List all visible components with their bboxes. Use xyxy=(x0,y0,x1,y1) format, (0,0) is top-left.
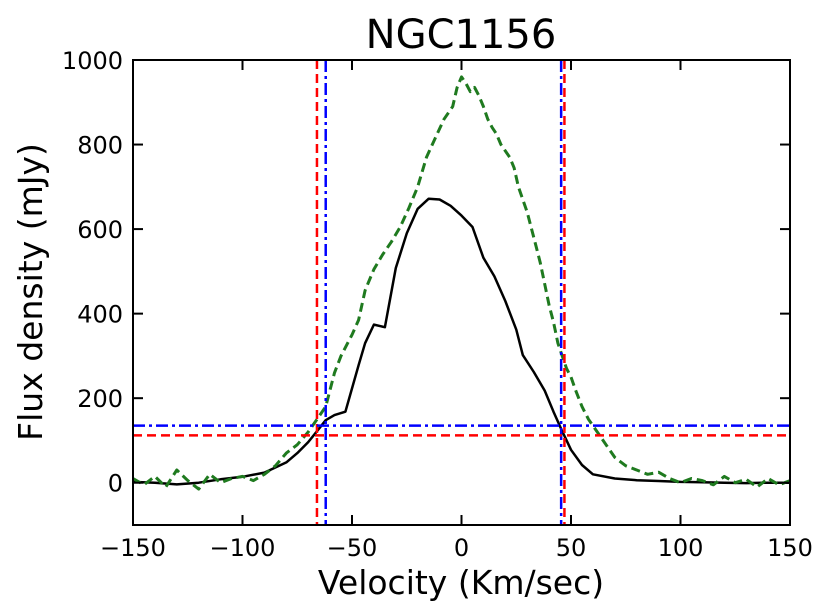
x-tick-label: −150 xyxy=(100,534,166,562)
axis-ticks xyxy=(132,59,791,525)
y-tick-label: 400 xyxy=(77,301,123,329)
x-tick-label: 0 xyxy=(454,534,469,562)
x-tick-label: 150 xyxy=(767,534,813,562)
x-tick-label: 100 xyxy=(658,534,704,562)
y-tick-label: 200 xyxy=(77,385,123,413)
y-tick-label: 0 xyxy=(108,470,123,498)
y-tick-label: 600 xyxy=(77,216,123,244)
series-line-dashed xyxy=(133,75,790,491)
series-line-solid xyxy=(133,197,790,486)
x-axis-label: Velocity (Km/sec) xyxy=(318,563,604,602)
x-tick-label: 50 xyxy=(556,534,587,562)
y-tick-label: 1000 xyxy=(62,47,123,75)
y-tick-label: 800 xyxy=(77,132,123,160)
plot-area xyxy=(133,60,790,525)
plot-frame xyxy=(132,59,791,526)
chart-title: NGC1156 xyxy=(366,12,557,58)
x-tick-label: −50 xyxy=(327,534,378,562)
x-tick-label: −100 xyxy=(210,534,276,562)
y-axis-label: Flux density (mJy) xyxy=(11,143,50,441)
